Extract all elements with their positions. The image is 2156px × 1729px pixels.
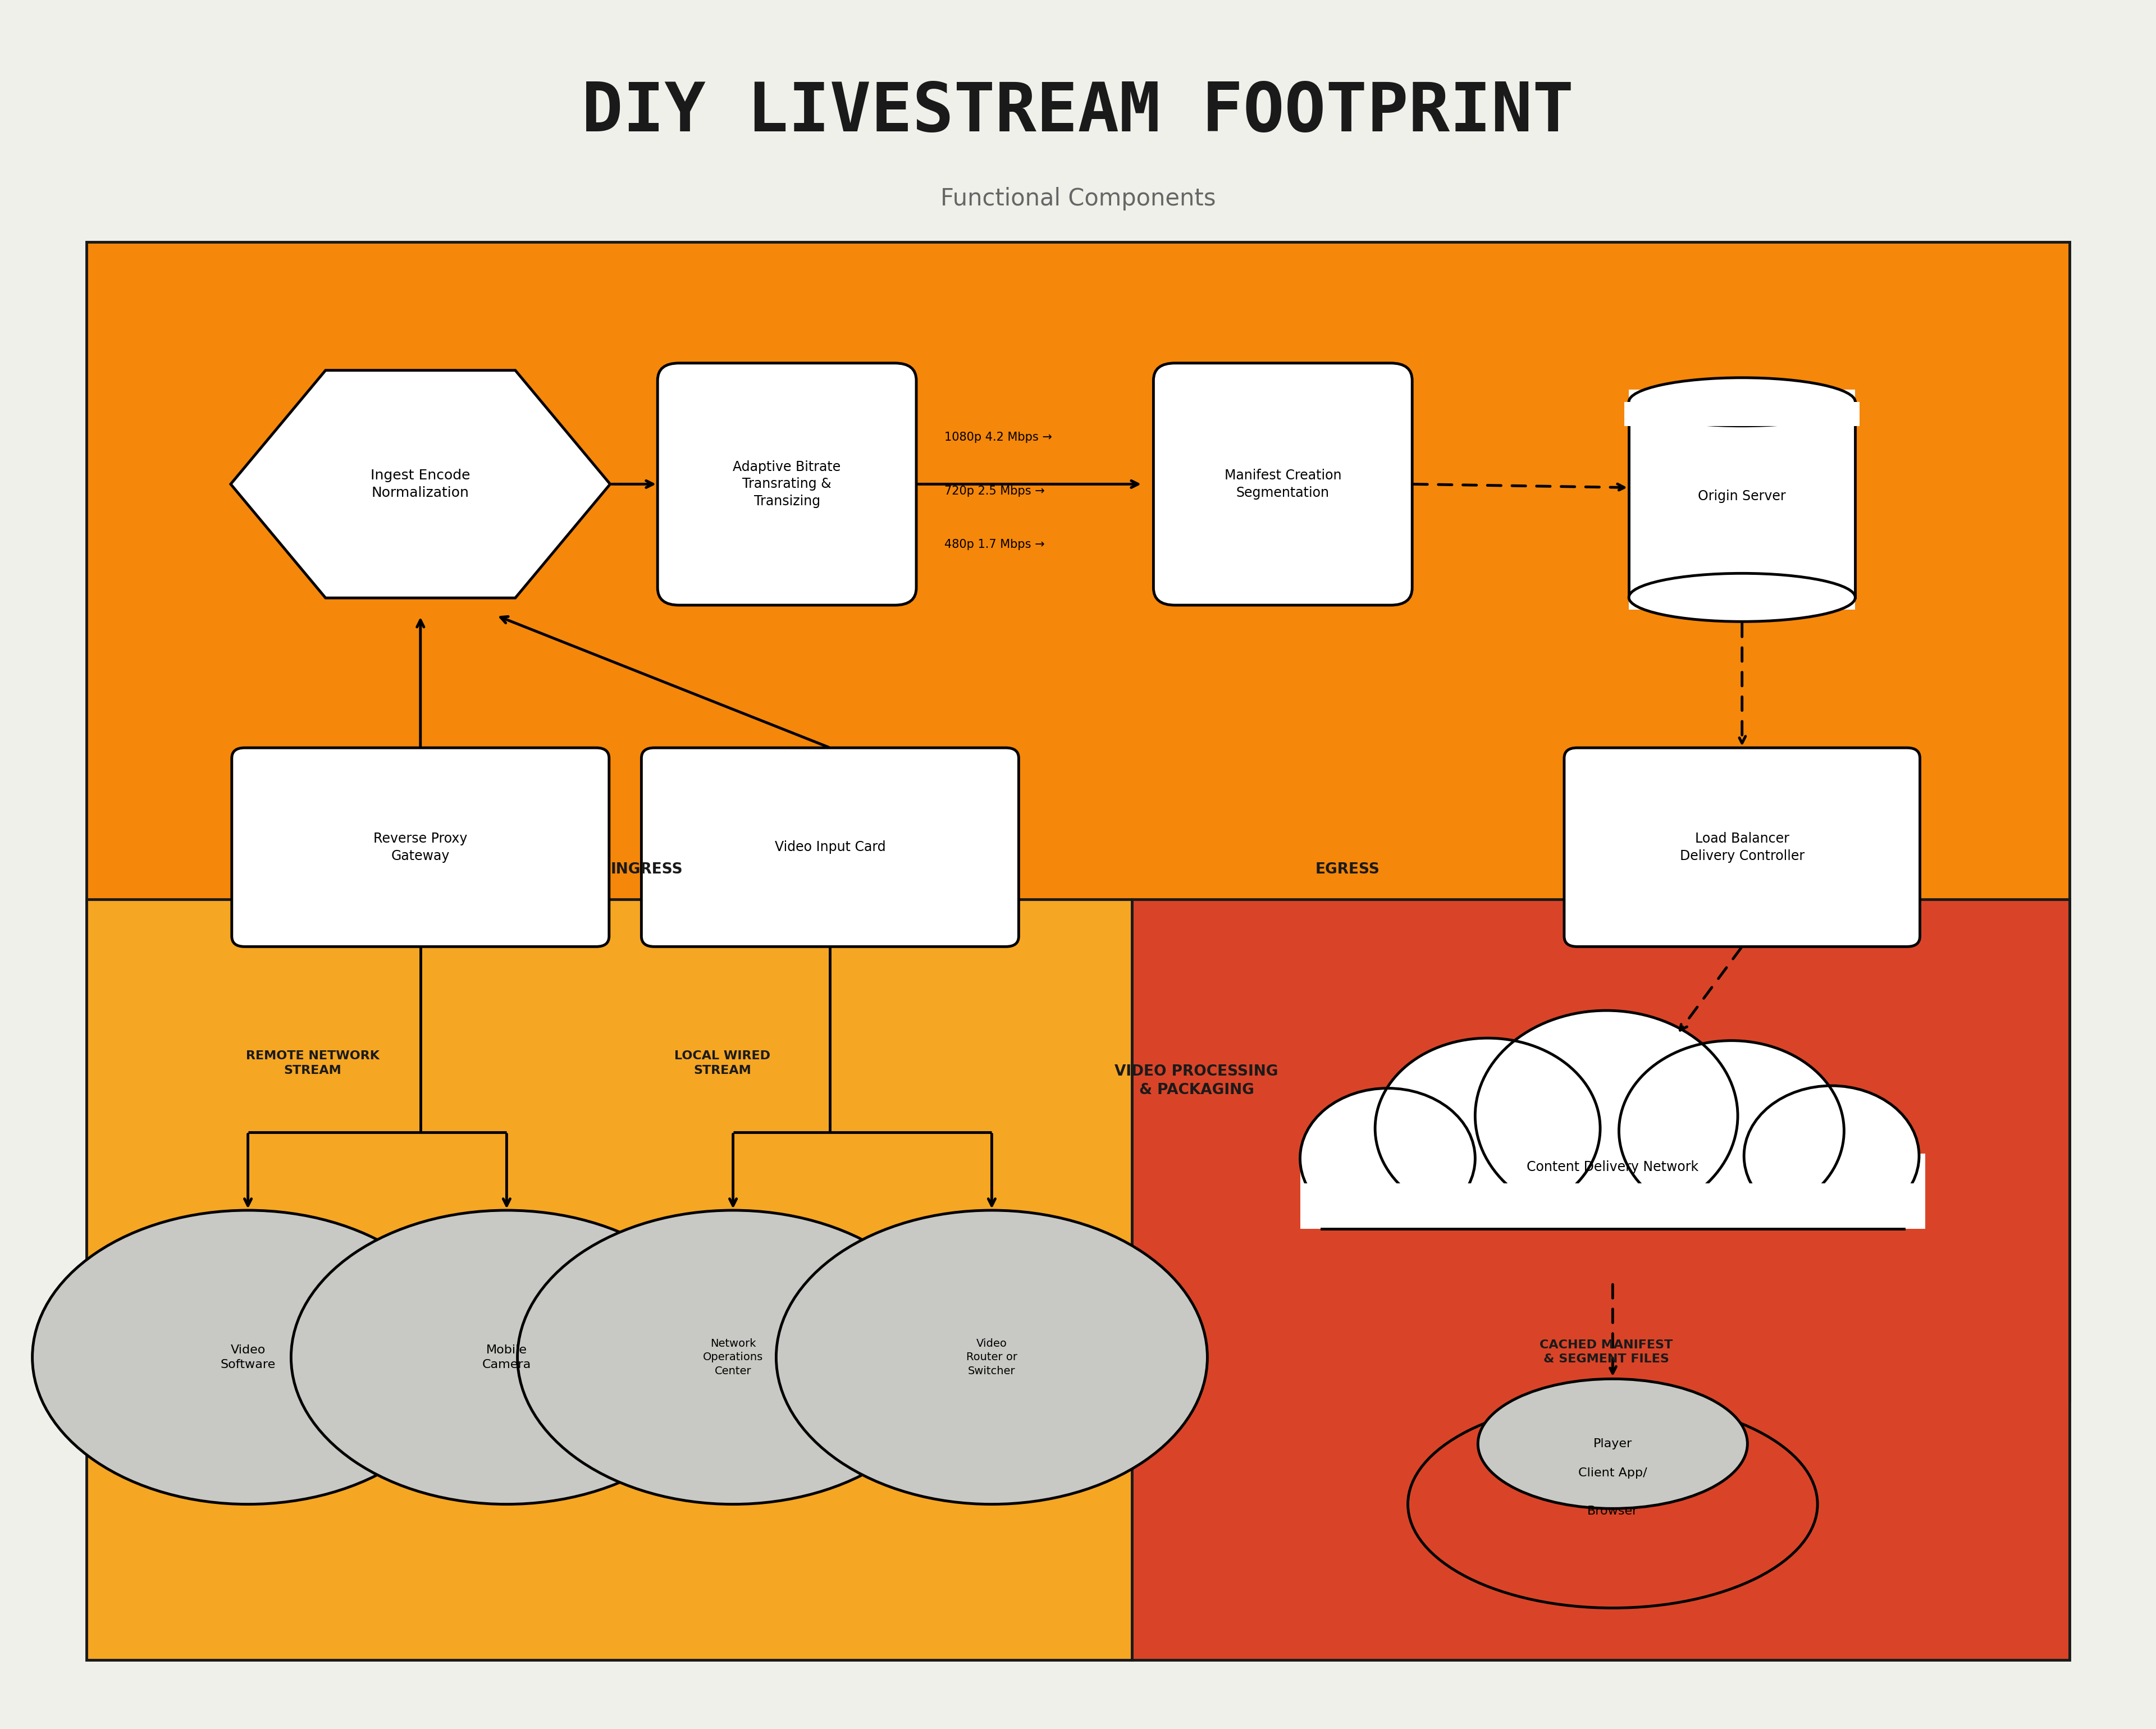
- Text: Video
Router or
Switcher: Video Router or Switcher: [966, 1338, 1018, 1376]
- Text: Player: Player: [1593, 1439, 1632, 1449]
- Ellipse shape: [1630, 377, 1854, 425]
- Text: Video
Software: Video Software: [220, 1345, 276, 1369]
- Bar: [86, 242, 2070, 1400]
- Circle shape: [1376, 1037, 1600, 1219]
- Text: Network
Operations
Center: Network Operations Center: [703, 1338, 763, 1376]
- Text: Client App/: Client App/: [1578, 1468, 1647, 1478]
- Circle shape: [1619, 1041, 1843, 1221]
- Text: DIY LIVESTREAM FOOTPRINT: DIY LIVESTREAM FOOTPRINT: [582, 80, 1574, 145]
- Ellipse shape: [1630, 574, 1854, 622]
- Circle shape: [1300, 1088, 1475, 1229]
- Text: Load Balancer
Delivery Controller: Load Balancer Delivery Controller: [1680, 832, 1805, 863]
- Text: Browser: Browser: [1587, 1506, 1639, 1516]
- Bar: [1630, 389, 1854, 610]
- Bar: [86, 899, 1132, 1660]
- Ellipse shape: [1479, 1380, 1746, 1508]
- Text: INGRESS: INGRESS: [610, 863, 683, 877]
- Text: REMOTE NETWORK
STREAM: REMOTE NETWORK STREAM: [246, 1051, 379, 1075]
- Text: Reverse Proxy
Gateway: Reverse Proxy Gateway: [373, 832, 468, 863]
- Text: Video Input Card: Video Input Card: [774, 840, 886, 854]
- Text: Origin Server: Origin Server: [1699, 489, 1785, 503]
- Text: Content Delivery Network: Content Delivery Network: [1526, 1160, 1699, 1174]
- FancyBboxPatch shape: [658, 363, 916, 605]
- Ellipse shape: [776, 1210, 1207, 1504]
- Text: Functional Components: Functional Components: [940, 187, 1216, 211]
- Text: Manifest Creation
Segmentation: Manifest Creation Segmentation: [1225, 469, 1341, 500]
- Text: 720p 2.5 Mbps →: 720p 2.5 Mbps →: [944, 486, 1046, 496]
- Bar: [1626, 401, 1858, 425]
- FancyBboxPatch shape: [642, 749, 1018, 947]
- Text: LOCAL WIRED
STREAM: LOCAL WIRED STREAM: [675, 1051, 770, 1075]
- Bar: [1300, 1153, 1925, 1229]
- Bar: [1300, 1184, 1925, 1229]
- Bar: [1132, 899, 2070, 1660]
- Text: Mobile
Camera: Mobile Camera: [483, 1345, 530, 1369]
- Text: Ingest Encode
Normalization: Ingest Encode Normalization: [371, 469, 470, 500]
- Text: EGRESS: EGRESS: [1315, 863, 1380, 877]
- Text: Adaptive Bitrate
Transrating &
Transizing: Adaptive Bitrate Transrating & Transizin…: [733, 460, 841, 508]
- Polygon shape: [231, 370, 610, 598]
- FancyBboxPatch shape: [1153, 363, 1412, 605]
- Text: 480p 1.7 Mbps →: 480p 1.7 Mbps →: [944, 539, 1046, 550]
- FancyBboxPatch shape: [233, 749, 608, 947]
- Ellipse shape: [517, 1210, 949, 1504]
- FancyBboxPatch shape: [1565, 749, 1921, 947]
- Circle shape: [1475, 1010, 1738, 1221]
- Text: 1080p 4.2 Mbps →: 1080p 4.2 Mbps →: [944, 432, 1052, 443]
- Text: CACHED MANIFEST
& SEGMENT FILES: CACHED MANIFEST & SEGMENT FILES: [1539, 1340, 1673, 1364]
- Ellipse shape: [32, 1210, 464, 1504]
- Circle shape: [1744, 1086, 1919, 1226]
- Text: VIDEO PROCESSING
& PACKAGING: VIDEO PROCESSING & PACKAGING: [1115, 1063, 1279, 1098]
- Ellipse shape: [291, 1210, 722, 1504]
